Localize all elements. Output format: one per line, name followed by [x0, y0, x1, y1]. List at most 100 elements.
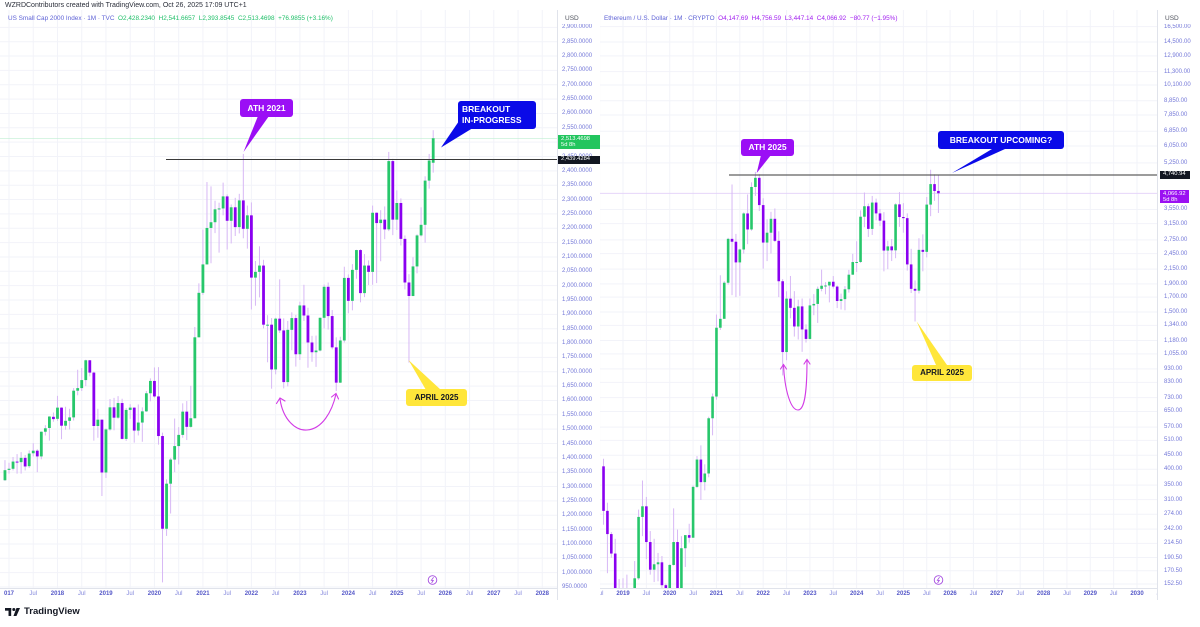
- candle-up[interactable]: [411, 266, 415, 296]
- candle-down[interactable]: [407, 282, 411, 296]
- candle-up[interactable]: [769, 218, 773, 233]
- candle-up[interactable]: [351, 269, 354, 301]
- candle-up[interactable]: [415, 235, 419, 267]
- candle-up[interactable]: [395, 202, 399, 220]
- candle-down[interactable]: [902, 216, 905, 219]
- candle-down[interactable]: [383, 219, 387, 230]
- candle-up[interactable]: [925, 204, 929, 252]
- candle-down[interactable]: [831, 281, 835, 287]
- candle-down[interactable]: [112, 407, 116, 418]
- candle-up[interactable]: [379, 219, 383, 224]
- candle-up[interactable]: [149, 380, 152, 394]
- candle-up[interactable]: [816, 288, 819, 304]
- candle-down[interactable]: [157, 396, 160, 437]
- candle-down[interactable]: [282, 330, 286, 383]
- candle-up[interactable]: [387, 161, 391, 230]
- candle-down[interactable]: [921, 249, 925, 252]
- candle-up[interactable]: [314, 350, 318, 353]
- candle-up[interactable]: [839, 299, 843, 301]
- candle-up[interactable]: [7, 468, 11, 470]
- candle-down[interactable]: [391, 161, 395, 220]
- candle-up[interactable]: [423, 180, 427, 225]
- candle-down[interactable]: [789, 298, 792, 308]
- candle-down[interactable]: [88, 360, 92, 373]
- candle-up[interactable]: [707, 418, 710, 474]
- candle-up[interactable]: [11, 461, 15, 469]
- candle-up[interactable]: [342, 277, 346, 341]
- candle-up[interactable]: [886, 246, 890, 251]
- candle-up[interactable]: [48, 416, 51, 429]
- candle-down[interactable]: [367, 265, 370, 272]
- candle-down[interactable]: [606, 510, 609, 535]
- candle-up[interactable]: [652, 564, 656, 570]
- candle-down[interactable]: [699, 459, 703, 483]
- candle-up[interactable]: [785, 298, 788, 353]
- candle-down[interactable]: [153, 380, 156, 397]
- candle-up[interactable]: [318, 317, 322, 351]
- candle-down[interactable]: [233, 207, 237, 228]
- candle-up[interactable]: [116, 403, 120, 418]
- symbol-title[interactable]: US Small Cap 2000 Index · 1M · TVC: [8, 15, 115, 22]
- candle-up[interactable]: [668, 564, 672, 604]
- candle-down[interactable]: [613, 553, 617, 620]
- candle-down[interactable]: [937, 190, 940, 194]
- candle-down[interactable]: [92, 372, 96, 426]
- candle-up[interactable]: [820, 285, 823, 289]
- candle-up[interactable]: [419, 224, 423, 236]
- candle-up[interactable]: [290, 318, 294, 330]
- candle-up[interactable]: [843, 289, 847, 300]
- candle-up[interactable]: [427, 160, 431, 181]
- candle-up[interactable]: [633, 578, 636, 593]
- candle-down[interactable]: [660, 562, 664, 586]
- candle-up[interactable]: [31, 450, 35, 454]
- candle-up[interactable]: [286, 329, 290, 383]
- candle-up[interactable]: [72, 390, 76, 418]
- candle-up[interactable]: [680, 548, 683, 600]
- candle-down[interactable]: [225, 196, 229, 221]
- candle-up[interactable]: [656, 562, 660, 565]
- candle-up[interactable]: [750, 186, 753, 230]
- candle-down[interactable]: [890, 246, 893, 251]
- candle-down[interactable]: [330, 316, 334, 348]
- candle-down[interactable]: [687, 535, 691, 538]
- candle-down[interactable]: [622, 600, 625, 626]
- candle-down[interactable]: [52, 416, 55, 420]
- candle-down[interactable]: [898, 204, 901, 217]
- candle-up[interactable]: [855, 261, 858, 263]
- candle-down[interactable]: [933, 184, 936, 192]
- candle-up[interactable]: [672, 542, 675, 565]
- candle-down[interactable]: [278, 318, 282, 331]
- candle-down[interactable]: [867, 206, 870, 229]
- candle-down[interactable]: [346, 277, 350, 301]
- candle-down[interactable]: [913, 288, 917, 291]
- candle-up[interactable]: [221, 196, 225, 209]
- candle-up[interactable]: [715, 327, 718, 397]
- candle-up[interactable]: [824, 285, 827, 287]
- candle-up[interactable]: [124, 409, 128, 439]
- candle-up[interactable]: [431, 138, 435, 163]
- candle-up[interactable]: [711, 396, 714, 419]
- candle-up[interactable]: [322, 286, 326, 318]
- symbol-title[interactable]: Ethereum / U.S. Dollar · 1M · CRYPTO: [604, 15, 715, 22]
- candle-up[interactable]: [641, 506, 644, 517]
- candle-down[interactable]: [334, 347, 338, 383]
- candle-up[interactable]: [929, 184, 932, 205]
- candle-up[interactable]: [338, 340, 342, 383]
- candle-up[interactable]: [828, 281, 831, 286]
- candle-down[interactable]: [310, 342, 314, 353]
- candle-down[interactable]: [878, 213, 882, 221]
- candle-up[interactable]: [205, 227, 209, 265]
- rut-candles[interactable]: [3, 130, 435, 583]
- candle-up[interactable]: [84, 360, 88, 381]
- candle-up[interactable]: [213, 209, 217, 223]
- candle-down[interactable]: [359, 250, 362, 294]
- candle-down[interactable]: [730, 238, 734, 242]
- candle-up[interactable]: [201, 264, 205, 293]
- candle-up[interactable]: [128, 407, 132, 410]
- candle-up[interactable]: [812, 303, 816, 306]
- candle-up[interactable]: [193, 337, 197, 419]
- candle-down[interactable]: [185, 411, 189, 427]
- candle-down[interactable]: [23, 457, 27, 467]
- candle-up[interactable]: [140, 411, 144, 423]
- candle-up[interactable]: [742, 213, 746, 250]
